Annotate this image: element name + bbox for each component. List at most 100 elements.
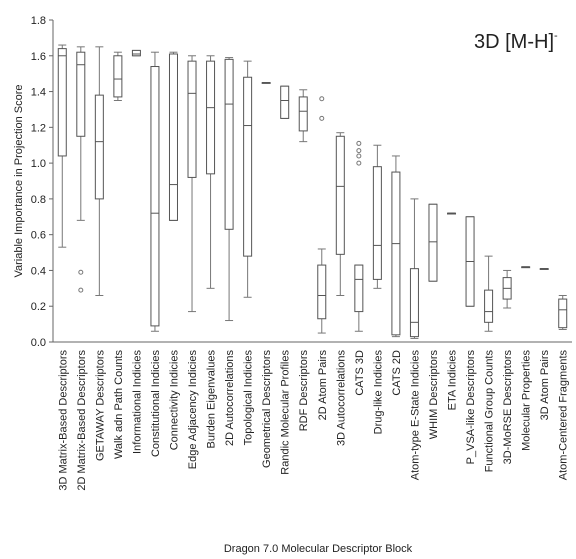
- box-6: [168, 51, 178, 221]
- x-category-label: Randic Molecular Profiles: [280, 350, 292, 475]
- x-category-label: Edge Adjacency Indicies: [187, 350, 199, 470]
- x-category-label: WHIM Descriptors: [428, 350, 440, 440]
- y-tick-label: 0.4: [31, 265, 46, 277]
- y-tick-label: 1.4: [31, 87, 46, 99]
- outlier-point: [356, 160, 362, 166]
- box-iqr: [409, 268, 419, 338]
- outlier-point: [319, 96, 325, 102]
- box-iqr: [317, 264, 327, 320]
- x-category-label: ETA Indicies: [447, 350, 459, 411]
- box-iqr: [131, 49, 141, 57]
- x-category-label: 3D-MoRSE Descriptors: [502, 350, 514, 465]
- box-22: [465, 216, 475, 307]
- y-tick-label: 0.8: [31, 194, 46, 206]
- x-category-label: 2D Atom Pairs: [317, 350, 329, 421]
- y-tick-label: 1.2: [31, 122, 46, 134]
- box-26: [539, 268, 549, 270]
- box-plot-series: [57, 44, 568, 339]
- x-category-label: Constitutional Indicies: [150, 350, 162, 458]
- box-15: [335, 132, 345, 296]
- x-category-label: Topological Indicies: [243, 350, 255, 446]
- box-25: [521, 266, 531, 269]
- box-3: [113, 51, 123, 101]
- x-category-label: Geometrical Descriptors: [261, 350, 273, 468]
- box-10: [243, 60, 253, 298]
- y-tick-label: 1.8: [31, 15, 46, 27]
- box-iqr: [428, 203, 438, 282]
- box-iqr: [206, 60, 216, 175]
- x-category-label: 2D Autocorrelations: [224, 350, 236, 446]
- annotation-superscript: -: [554, 30, 558, 42]
- box-0: [57, 44, 67, 248]
- box-iqr: [224, 58, 234, 230]
- y-tick-label: 0.6: [31, 230, 46, 242]
- y-axis-ticks: 0.0 0.2 0.4 0.6 0.8 1.0 1.2 1.4 1.6 1.8: [31, 15, 53, 349]
- outlier-point: [78, 287, 84, 293]
- outlier-point: [356, 148, 362, 154]
- box-19: [409, 198, 419, 339]
- box-7: [187, 55, 197, 313]
- box-iqr: [94, 94, 104, 200]
- y-tick-label: 1.6: [31, 51, 46, 63]
- y-tick-label: 0.0: [31, 337, 46, 349]
- box-iqr: [280, 85, 290, 119]
- box-16: [354, 140, 364, 332]
- x-category-label: Functional Group Counts: [484, 350, 496, 473]
- box-iqr: [335, 135, 345, 255]
- x-category-label: Connectivity Indicies: [168, 350, 180, 451]
- box-iqr: [484, 289, 494, 323]
- x-category-label: Molecular Properties: [521, 350, 533, 451]
- box-21: [447, 212, 457, 215]
- x-category-label: Atom-Centered Fragments: [558, 350, 570, 481]
- box-iqr: [57, 48, 67, 157]
- box-iqr: [354, 264, 364, 313]
- box-27: [558, 294, 568, 330]
- box-17: [372, 144, 382, 289]
- box-1: [76, 46, 86, 293]
- box-iqr: [76, 51, 86, 137]
- outlier-point: [78, 269, 84, 275]
- box-2: [94, 46, 104, 296]
- x-category-label: RDF Descriptors: [298, 350, 310, 432]
- x-category-label: CATS 2D: [391, 350, 403, 396]
- box-iqr: [168, 53, 178, 221]
- x-category-label: Burden Eigenvalues: [206, 350, 218, 449]
- x-axis-category-labels: 3D Matrix-Based Descriptors 2D Matrix-Bas…: [57, 350, 569, 491]
- box-24: [502, 269, 512, 309]
- box-iqr: [113, 55, 123, 98]
- y-axis-title: Variable Importance in Projection Score: [13, 84, 25, 277]
- y-tick-label: 1.0: [31, 158, 46, 170]
- x-category-label: P_VSA-like Descriptors: [465, 350, 477, 465]
- outlier-point: [319, 115, 325, 121]
- x-category-label: GETAWAY Descriptors: [94, 350, 106, 462]
- box-iqr: [243, 76, 253, 257]
- box-iqr: [150, 66, 160, 327]
- x-category-label: CATS 3D: [354, 350, 366, 396]
- x-category-label: 3D Atom Pairs: [539, 350, 551, 421]
- x-category-label: 3D Matrix-Based Descriptors: [57, 350, 69, 491]
- x-category-label: Drug-like Indicies: [372, 350, 384, 435]
- outlier-point: [356, 140, 362, 146]
- box-iqr: [558, 298, 568, 329]
- box-14: [317, 96, 327, 334]
- x-category-label: Informational Indicies: [131, 350, 143, 454]
- box-iqr: [372, 166, 382, 280]
- x-axis-title: Dragon 7.0 Molecular Descriptor Block: [224, 543, 413, 555]
- box-iqr: [391, 171, 401, 336]
- box-iqr: [187, 60, 197, 178]
- x-category-label: Walk adn Path Counts: [113, 350, 125, 460]
- box-5: [150, 51, 160, 332]
- x-category-label: 2D Matrix-Based Descriptors: [76, 350, 88, 491]
- chart-annotation: 3D [M-H]-: [474, 30, 558, 53]
- box-iqr: [298, 96, 308, 132]
- box-4: [131, 49, 141, 57]
- x-category-label: 3D Autocorrelations: [335, 350, 347, 446]
- box-23: [484, 255, 494, 332]
- box-13: [298, 89, 308, 143]
- box-20: [428, 203, 438, 282]
- box-8: [206, 55, 216, 289]
- outlier-point: [356, 153, 362, 159]
- box-12: [280, 85, 290, 119]
- box-11: [261, 82, 271, 84]
